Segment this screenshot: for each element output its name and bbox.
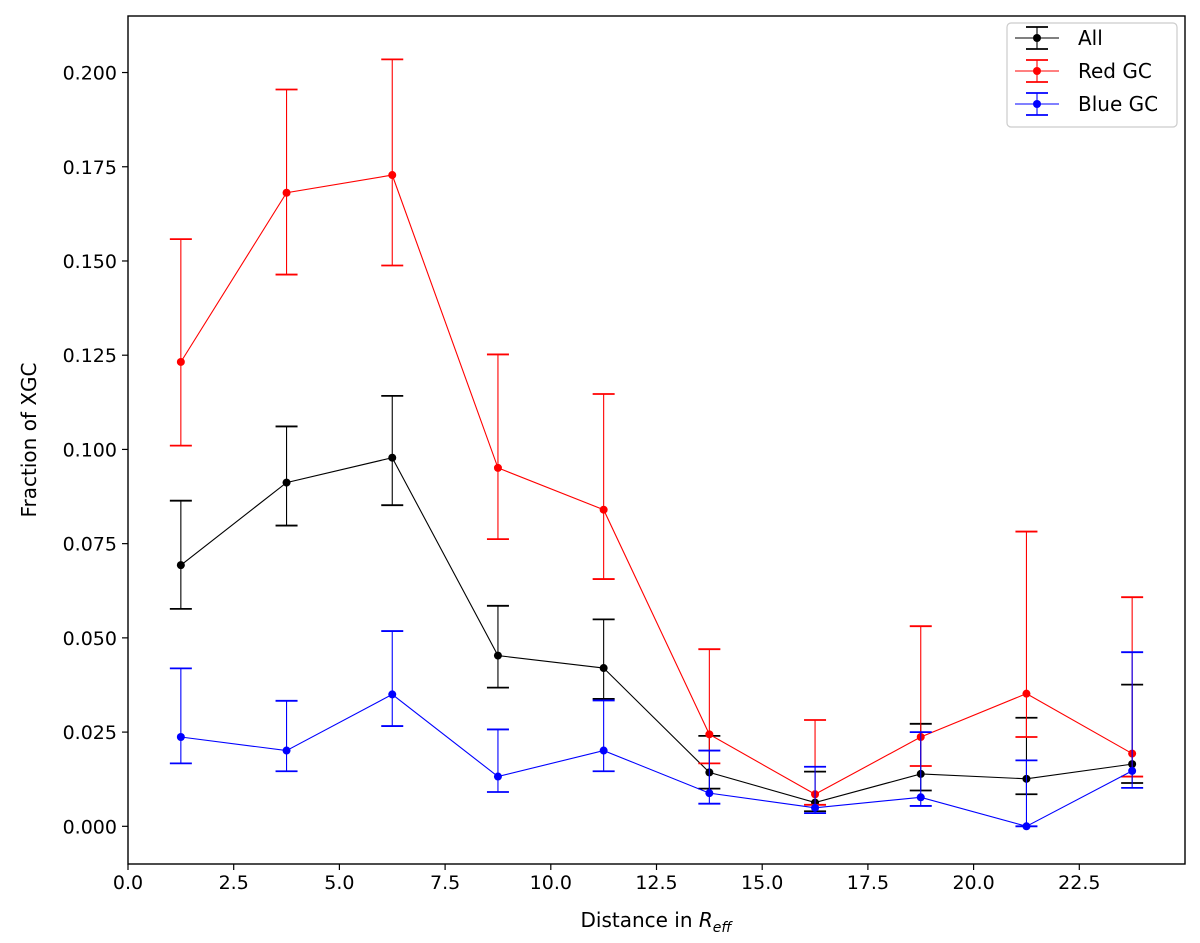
data-point-all	[388, 453, 397, 462]
legend-label-blue-gc: Blue GC	[1078, 92, 1158, 116]
data-point-red-gc	[493, 463, 502, 472]
x-axis-label: Distance in Reff	[580, 908, 733, 936]
y-axis-ticks: 0.000 0.025 0.050 0.075 0.100 0.125 0.150 0.175…	[63, 63, 128, 838]
data-point-all	[493, 651, 502, 660]
x-tick-label: 20.0	[952, 872, 994, 894]
y-tick-label: 0.000	[63, 816, 117, 838]
x-axis-label-subscript: eff	[713, 920, 734, 936]
data-point-red-gc	[705, 730, 714, 739]
data-point-blue-gc	[705, 789, 714, 798]
y-axis-label: Fraction of XGC	[17, 363, 41, 518]
data-point-blue-gc	[811, 803, 820, 812]
data-point-blue-gc	[1022, 822, 1031, 831]
data-point-blue-gc	[282, 746, 291, 755]
series-blue-gc	[169, 630, 1144, 831]
x-axis-label-text: Distance in	[580, 908, 692, 932]
data-point-red-gc	[176, 357, 185, 366]
x-axis-ticks: 0.0 2.5 5.0 7.5 10.0 12.5 15.0 17.5 20.0 22.5	[113, 864, 1100, 894]
legend-label-red-gc: Red GC	[1078, 59, 1152, 83]
y-tick-label: 0.175	[63, 157, 117, 179]
legend-label-all: All	[1078, 26, 1103, 50]
x-tick-label: 7.5	[430, 872, 460, 894]
x-tick-label: 10.0	[530, 872, 572, 894]
data-point-red-gc	[388, 171, 397, 180]
data-point-blue-gc	[599, 746, 608, 755]
x-tick-label: 0.0	[113, 872, 143, 894]
y-tick-label: 0.125	[63, 345, 117, 367]
data-point-blue-gc	[916, 793, 925, 802]
x-tick-label: 22.5	[1058, 872, 1100, 894]
legend-entry-all: All	[1015, 26, 1103, 50]
series-layer	[169, 58, 1144, 831]
data-point-blue-gc	[1128, 766, 1137, 775]
data-point-blue-gc	[493, 772, 502, 781]
legend-marker-blue-gc	[1033, 100, 1041, 108]
y-tick-label: 0.025	[63, 722, 117, 744]
series-line-all	[180, 457, 1133, 804]
series-line-blue-gc	[180, 693, 1133, 827]
legend: All Red GC Blue GC	[1006, 22, 1178, 128]
x-tick-label: 12.5	[635, 872, 677, 894]
y-tick-label: 0.075	[63, 534, 117, 556]
legend-entry-blue-gc: Blue GC	[1015, 92, 1158, 116]
data-point-all	[599, 664, 608, 673]
series-line-red-gc	[180, 174, 1133, 795]
data-point-blue-gc	[176, 732, 185, 741]
x-tick-label: 2.5	[219, 872, 249, 894]
data-point-red-gc	[1022, 689, 1031, 698]
legend-marker-red-gc	[1033, 67, 1041, 75]
data-point-red-gc	[282, 188, 291, 197]
x-tick-label: 17.5	[847, 872, 889, 894]
data-point-red-gc	[599, 505, 608, 514]
legend-box	[1006, 22, 1178, 128]
series-all	[169, 395, 1144, 813]
y-tick-label: 0.150	[63, 251, 117, 273]
data-point-all	[176, 561, 185, 570]
data-point-blue-gc	[388, 690, 397, 699]
y-tick-label: 0.200	[63, 63, 117, 85]
series-red-gc	[169, 58, 1144, 806]
y-tick-label: 0.100	[63, 439, 117, 461]
data-point-all	[282, 478, 291, 487]
x-axis-label-math: R	[699, 908, 713, 932]
x-tick-label: 15.0	[741, 872, 783, 894]
legend-marker-all	[1033, 34, 1041, 42]
x-tick-label: 5.0	[324, 872, 354, 894]
legend-entry-red-gc: Red GC	[1015, 59, 1152, 83]
y-tick-label: 0.050	[63, 628, 117, 650]
